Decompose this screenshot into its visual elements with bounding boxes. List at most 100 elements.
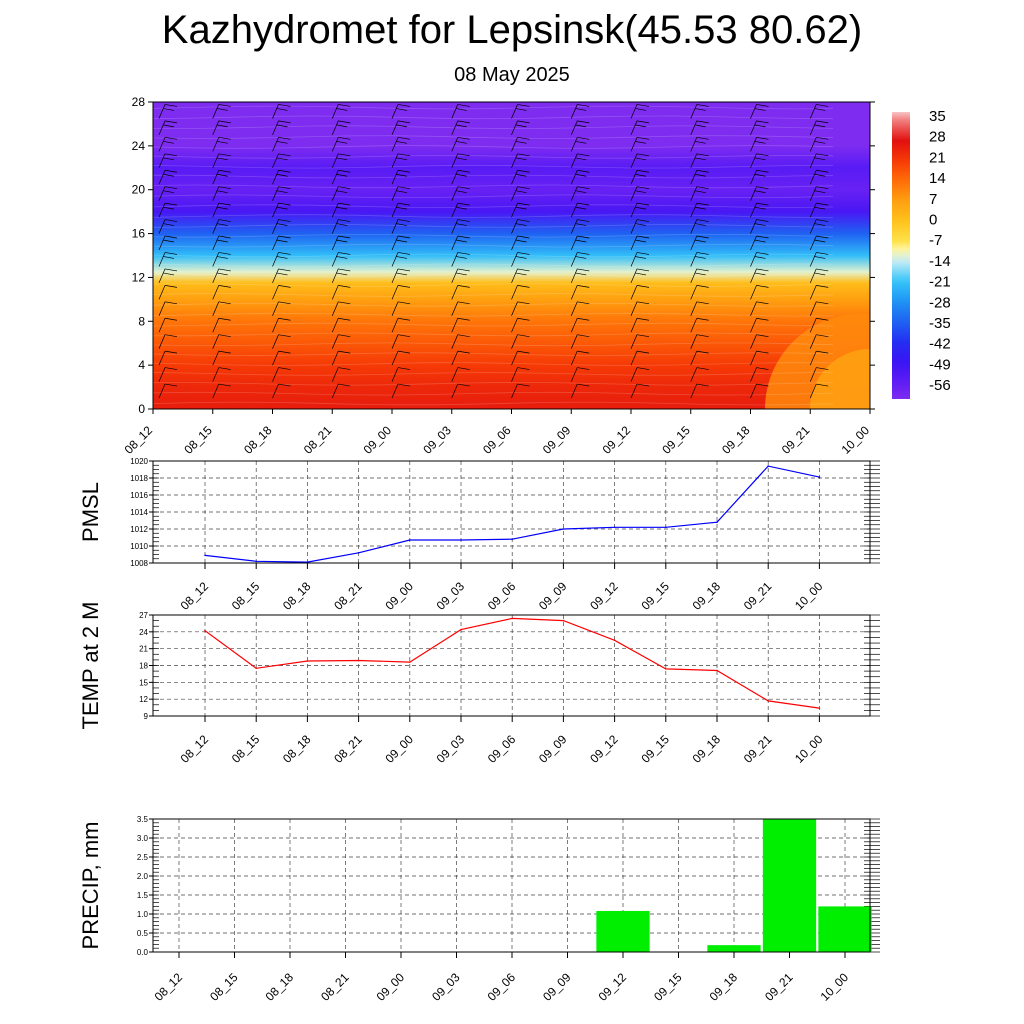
data-point [818,476,821,478]
wind-barb [391,367,411,382]
y-tick-label: 1018 [130,474,148,483]
wind-barb-staff [869,265,870,267]
wind-barb-staff [750,334,757,349]
wind-barb-flag [577,202,590,206]
wind-barb-flag [754,256,766,259]
wind-barb-flag [517,252,530,255]
wind-barb-staff [511,137,518,152]
wind-barb [158,268,178,284]
x-tick-label: 08_12 [122,423,156,457]
x-tick-label: 09_15 [651,970,685,1004]
wind-barb-flag [455,223,467,226]
wind-barb-flag [515,124,527,128]
wind-barb-flag [457,202,470,206]
wind-barb-flag [457,153,470,157]
wind-barb-flag [336,140,348,144]
wind-barb-flag [162,272,175,276]
wind-barb-flag [457,350,470,354]
wind-barb-staff [690,120,698,136]
wind-barb-staff [158,170,166,185]
wind-barb-flag [696,268,709,272]
wind-barb-flag [164,252,178,255]
wind-barb-staff [391,153,399,168]
wind-barb [331,317,351,333]
wind-barb [750,350,769,366]
x-tick-label: 09_12 [587,732,621,766]
wind-barb-staff [391,186,399,201]
wind-barb [869,397,870,399]
wind-barb-staff [212,285,220,300]
wind-barb-flag [814,239,826,243]
wind-barb-staff [511,153,518,168]
wind-barb [869,347,870,349]
wind-barb-staff [690,235,698,251]
wind-barb [869,331,870,333]
wind-barb [570,169,590,185]
wind-barb [511,301,530,316]
wind-barb [511,169,530,185]
wind-barb [511,104,530,119]
wind-barb-flag [164,285,178,288]
wind-barb-staff [869,117,870,119]
colorbar-bar [892,112,910,399]
wind-barb-staff [570,351,578,366]
wind-barb [511,268,530,284]
wind-barb-flag [876,137,888,139]
wind-barb-staff [451,334,459,349]
data-point [562,528,565,530]
data-point [767,465,769,467]
contour-line [153,135,834,139]
y-tick-label: 20 [132,183,146,197]
wind-barb-flag [876,351,888,353]
wind-barb-flag [276,140,288,144]
wind-barb [212,317,231,333]
wind-barb-flag [575,272,587,276]
wind-barb-flag [338,235,351,239]
wind-barb-flag [338,136,351,140]
wind-barb [690,317,709,333]
contour-line [153,105,834,110]
wind-barb-flag [694,256,706,259]
wind-barb-flag [218,285,231,288]
wind-barb-flag [455,206,467,210]
wind-barb [511,153,530,168]
wind-barb-flag [162,239,175,243]
heatmap-warm-anomaly [810,349,870,409]
wind-barb-flag [816,219,829,222]
wind-barb-flag [754,157,766,161]
wind-barb-flag [876,187,888,189]
wind-barb-flag [756,334,769,338]
wind-barb-staff [511,120,518,136]
wind-barb [331,268,351,284]
y-tick-label: 0.0 [137,948,149,957]
colorbar-label: 28 [929,129,946,146]
wind-barb-flag [577,136,590,140]
wind-barb-staff [630,202,638,218]
wind-barb-flag [636,317,650,321]
wind-barb-flag [278,317,291,321]
wind-barb-staff [570,318,578,333]
data-point [665,526,667,529]
x-tick-label: 09_09 [540,423,574,457]
colorbar-label: -21 [929,274,951,291]
wind-barb-flag [338,219,351,222]
wind-barb-flag [218,350,231,354]
wind-barb-staff [809,219,817,234]
wind-barb [391,153,411,168]
y-tick-label: 3.0 [137,834,149,843]
wind-barb-staff [391,351,399,366]
wind-barb [212,169,231,185]
wind-barb-flag [636,153,650,157]
wind-barb-staff [451,137,459,152]
wind-barb [869,183,870,185]
wind-barb-flag [814,157,826,161]
wind-barb-flag [218,136,231,140]
wind-barb-flag [577,301,590,305]
wind-barb-staff [809,318,817,333]
wind-barb-flag [636,136,650,140]
colorbar-label: -14 [929,253,951,270]
wind-barb-flag [218,268,231,272]
wind-barb-flag [634,223,647,226]
wind-barb [630,104,650,119]
wind-barb-staff [158,318,166,333]
